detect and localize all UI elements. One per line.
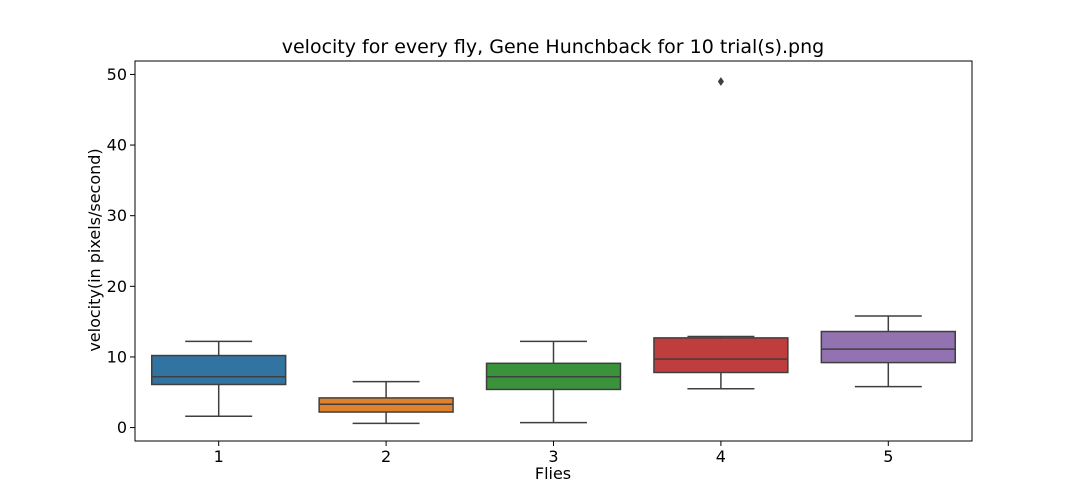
y-tick-label: 10 <box>107 347 127 366</box>
box-5 <box>820 330 957 364</box>
y-tick-label: 50 <box>107 65 127 84</box>
x-tick-label: 5 <box>883 447 893 466</box>
x-tick-label: 1 <box>214 447 224 466</box>
plot-area: 0 10 20 30 40 50 1 2 3 4 5 <box>107 60 973 466</box>
y-tick-label: 0 <box>117 418 127 437</box>
box-4 <box>653 337 789 374</box>
y-tick-label: 30 <box>107 206 127 225</box>
x-tick-label: 4 <box>716 447 726 466</box>
box-1 <box>150 354 287 386</box>
x-tick-label: 3 <box>548 447 558 466</box>
y-tick-label: 20 <box>107 277 127 296</box>
outlier-point <box>717 77 724 86</box>
x-axis-label: Flies <box>535 464 571 483</box>
chart-title: velocity for every fly, Gene Hunchback f… <box>282 36 824 58</box>
x-tick-label: 2 <box>381 447 391 466</box>
y-tick-label: 40 <box>107 136 127 155</box>
y-axis-label: velocity(in pixels/second) <box>85 148 104 351</box>
